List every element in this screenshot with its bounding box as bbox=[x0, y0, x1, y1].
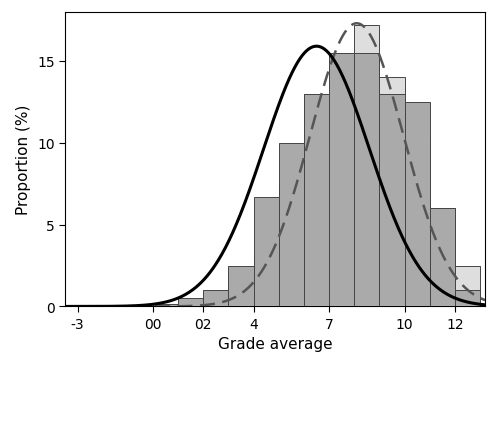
Bar bbox=[304, 95, 329, 307]
Bar bbox=[430, 209, 455, 307]
Bar bbox=[153, 304, 178, 307]
Bar bbox=[204, 302, 229, 307]
Bar bbox=[380, 95, 404, 307]
Bar bbox=[329, 54, 354, 307]
Bar bbox=[404, 140, 429, 307]
Bar bbox=[228, 266, 254, 307]
Bar bbox=[354, 26, 380, 307]
X-axis label: Grade average: Grade average bbox=[218, 337, 332, 351]
Bar bbox=[279, 144, 304, 307]
Bar bbox=[254, 197, 279, 307]
Bar bbox=[228, 291, 254, 307]
Bar bbox=[304, 95, 329, 307]
Bar bbox=[279, 184, 304, 307]
Bar bbox=[153, 305, 178, 307]
Bar bbox=[404, 103, 429, 307]
Bar bbox=[178, 299, 204, 307]
Y-axis label: Proportion (%): Proportion (%) bbox=[16, 105, 32, 215]
Bar bbox=[178, 304, 204, 307]
Bar bbox=[204, 291, 229, 307]
Bar bbox=[455, 291, 480, 307]
Bar bbox=[380, 78, 404, 307]
Bar bbox=[329, 54, 354, 307]
Bar bbox=[430, 209, 455, 307]
Bar bbox=[354, 54, 380, 307]
Bar bbox=[254, 258, 279, 307]
Bar bbox=[455, 266, 480, 307]
